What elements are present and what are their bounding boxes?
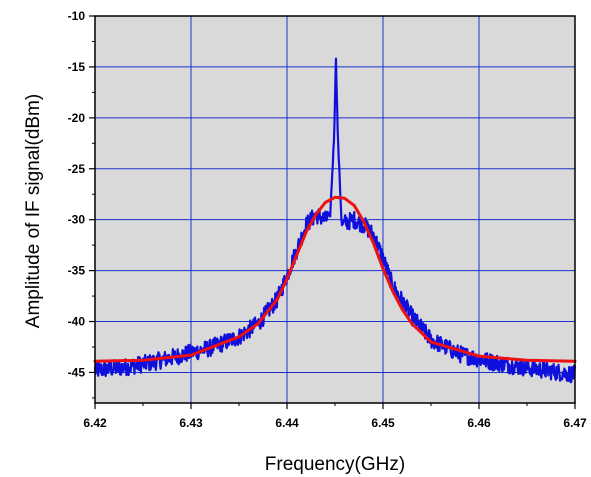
x-tick-label: 6.42 — [83, 416, 107, 430]
y-tick-label: -15 — [68, 60, 86, 74]
y-tick-label: -30 — [68, 213, 86, 227]
x-axis-title: Frequency(GHz) — [265, 454, 405, 475]
y-tick-label: -40 — [68, 315, 86, 329]
y-tick-label: -20 — [68, 111, 86, 125]
fit-line — [93, 195, 577, 363]
x-tick-label: 6.43 — [179, 416, 203, 430]
x-tick-label: 6.45 — [371, 416, 395, 430]
x-tick-label: 6.44 — [275, 416, 299, 430]
y-tick-label: -45 — [68, 365, 86, 379]
x-tick-label: 6.47 — [563, 416, 587, 430]
y-axis-title: Amplitude of IF signal(dBm) — [23, 94, 44, 328]
ticks — [89, 15, 576, 409]
y-tick-label: -10 — [68, 9, 86, 23]
tick-labels: 6.42 6.43 6.44 6.45 6.46 6.47 -45 -40 -35 -30 -25 -… — [68, 9, 587, 430]
y-tick-label: -35 — [68, 264, 86, 278]
x-tick-label: 6.46 — [467, 416, 491, 430]
measured-line — [93, 57, 577, 384]
series-layer — [93, 57, 577, 384]
y-tick-label: -25 — [68, 162, 86, 176]
